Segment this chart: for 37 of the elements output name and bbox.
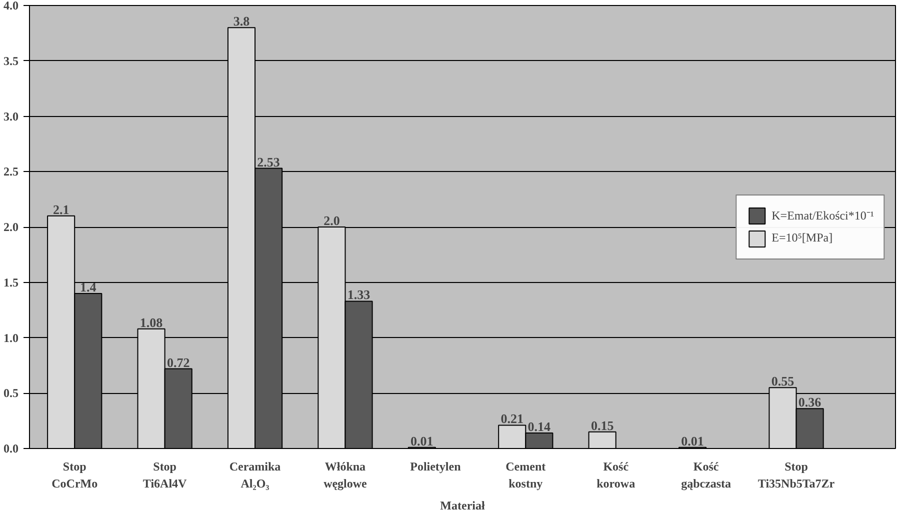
data-label: 0.55 (771, 374, 795, 389)
data-label: 3.8 (233, 14, 250, 29)
data-label: 0.14 (528, 418, 552, 434)
y-tick-label: 1.0 (4, 330, 18, 345)
data-label: 1.33 (347, 287, 371, 302)
data-label: 1.4 (80, 279, 97, 294)
data-label: 0.15 (590, 418, 614, 433)
x-tick-label: Stop Ti35Nb5Ta7Zr (758, 460, 836, 490)
y-tick-label: 0.0 (4, 442, 18, 456)
data-label: 0.36 (798, 394, 822, 410)
legend-label: E=10⁵[MPa] (772, 230, 833, 246)
bar (588, 431, 616, 448)
x-tick-label: Kość korowa (596, 460, 636, 490)
x-tick-label: Stop CoCrMo (52, 460, 98, 490)
data-label: 1.08 (140, 314, 164, 330)
y-tick-label: 4.0 (4, 0, 18, 12)
data-label: 2.1 (52, 202, 70, 217)
data-label: 0.01 (681, 433, 704, 448)
data-label: 0.72 (166, 354, 190, 370)
x-tick-label: Stop Ti6Al4V (142, 460, 188, 490)
y-tick-label: 3.0 (4, 109, 18, 124)
y-tick-label: 2.0 (4, 220, 18, 234)
data-label: 2.53 (257, 154, 280, 170)
x-tick-label: Włókna węglowe (324, 460, 368, 490)
y-tick-label: 2.5 (4, 164, 18, 179)
data-label: 2.0 (324, 213, 340, 228)
y-tick-label: 3.5 (4, 54, 18, 68)
y-tick-label: 1.5 (4, 275, 18, 290)
y-tick-label: 0.5 (4, 386, 18, 400)
data-label: 0.21 (500, 411, 524, 426)
x-axis-title: Materiał (440, 498, 486, 512)
x-tick-label: Kość gąbczasta (681, 460, 732, 490)
x-tick-label: Polietylen (410, 460, 462, 474)
data-label: 0.01 (410, 433, 434, 448)
legend-label: K=Emat/Ekości*10⁻¹ (772, 208, 874, 224)
x-tick-label: Ceramika Al₂O₃ (229, 460, 281, 490)
x-tick-label: Cement kostny (506, 460, 546, 490)
